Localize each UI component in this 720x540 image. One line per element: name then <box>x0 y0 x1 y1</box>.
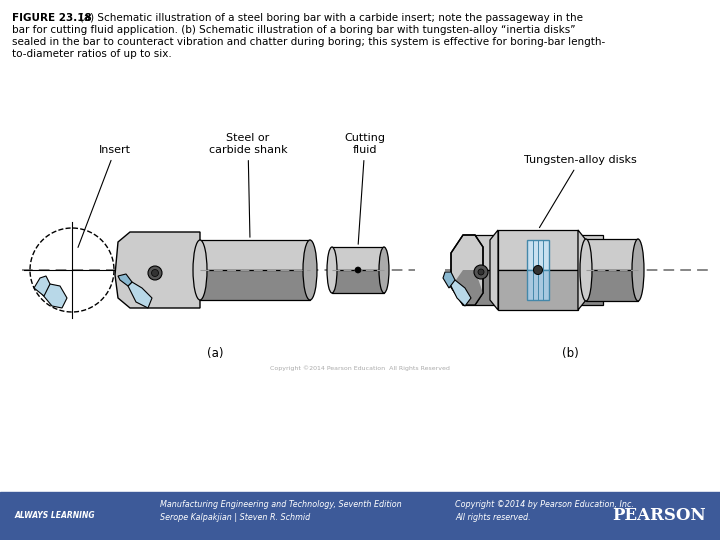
Bar <box>463 270 603 305</box>
Text: Cutting
fluid: Cutting fluid <box>344 133 385 244</box>
Bar <box>463 235 603 270</box>
Bar <box>527 240 549 270</box>
Polygon shape <box>115 232 200 308</box>
Bar <box>332 270 384 293</box>
Text: (a): (a) <box>207 347 223 360</box>
Ellipse shape <box>193 240 207 300</box>
Text: Copyright ©2014 Pearson Education  All Rights Reserved: Copyright ©2014 Pearson Education All Ri… <box>270 365 450 370</box>
Ellipse shape <box>632 239 644 301</box>
Text: FIGURE 23.18: FIGURE 23.18 <box>12 13 91 23</box>
Text: sealed in the bar to counteract vibration and chatter during boring; this system: sealed in the bar to counteract vibratio… <box>12 37 606 47</box>
Bar <box>498 230 578 270</box>
Circle shape <box>478 269 484 275</box>
Ellipse shape <box>580 239 592 301</box>
Polygon shape <box>443 272 455 288</box>
Bar <box>332 247 384 270</box>
Ellipse shape <box>303 240 317 300</box>
Text: bar for cutting fluid application. (b) Schematic illustration of a boring bar wi: bar for cutting fluid application. (b) S… <box>12 25 575 35</box>
Circle shape <box>534 266 542 274</box>
Circle shape <box>151 269 158 276</box>
Bar <box>586 239 638 270</box>
Bar <box>586 270 638 301</box>
Text: Copyright ©2014 by Pearson Education, Inc.
All rights reserved.: Copyright ©2014 by Pearson Education, In… <box>455 500 634 522</box>
Bar <box>200 270 310 300</box>
Bar <box>527 270 549 300</box>
Bar <box>200 240 310 270</box>
Text: Insert: Insert <box>78 145 131 247</box>
Text: PEARSON: PEARSON <box>613 508 706 524</box>
Text: (a) Schematic illustration of a steel boring bar with a carbide insert; note the: (a) Schematic illustration of a steel bo… <box>70 13 583 23</box>
Circle shape <box>355 267 361 273</box>
Bar <box>498 270 578 310</box>
Polygon shape <box>128 282 152 308</box>
Circle shape <box>148 266 162 280</box>
Polygon shape <box>34 276 50 296</box>
Polygon shape <box>449 280 471 306</box>
Ellipse shape <box>327 247 337 293</box>
Polygon shape <box>118 274 132 286</box>
Text: Steel or
carbide shank: Steel or carbide shank <box>209 133 287 237</box>
Polygon shape <box>451 270 483 305</box>
Text: Manufacturing Engineering and Technology, Seventh Edition
Serope Kalpakjian | St: Manufacturing Engineering and Technology… <box>160 500 402 522</box>
Text: (b): (b) <box>562 347 578 360</box>
Text: Tungsten-alloy disks: Tungsten-alloy disks <box>523 155 636 228</box>
Ellipse shape <box>379 247 389 293</box>
Circle shape <box>474 265 488 279</box>
Polygon shape <box>451 235 483 305</box>
Polygon shape <box>490 230 498 310</box>
Polygon shape <box>42 284 67 308</box>
Text: to-diameter ratios of up to six.: to-diameter ratios of up to six. <box>12 49 172 59</box>
Text: ALWAYS LEARNING: ALWAYS LEARNING <box>14 511 94 521</box>
Bar <box>0 492 720 540</box>
Polygon shape <box>578 230 586 310</box>
